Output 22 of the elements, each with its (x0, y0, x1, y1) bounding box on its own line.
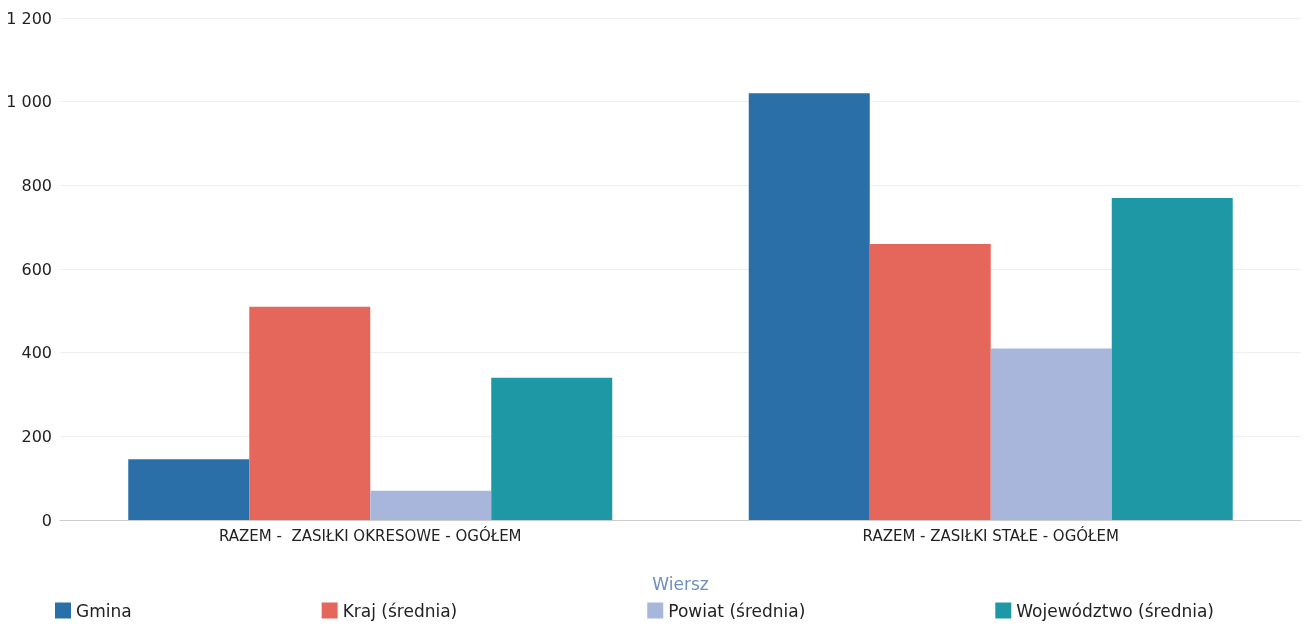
y-tick-label: 1 000 (6, 92, 52, 112)
bar (748, 93, 870, 520)
y-tick-label: 0 (41, 510, 52, 530)
bar (249, 306, 371, 520)
x-axis-title: Wiersz (652, 573, 709, 594)
y-tick-label: 200 (21, 426, 52, 446)
bar (869, 243, 991, 520)
y-tick-label: 1 200 (6, 8, 52, 28)
bar (1111, 197, 1233, 520)
legend-label: Powiat (średnia) (668, 600, 806, 621)
x-tick-label: RAZEM - ZASIŁKI OKRESOWE - OGÓŁEM (218, 525, 522, 545)
y-tick-label: 600 (21, 259, 52, 279)
bar (491, 377, 613, 520)
y-tick-label: 400 (21, 343, 52, 363)
y-tick-label: 800 (21, 175, 52, 195)
legend-label: Województwo (średnia) (1016, 600, 1214, 621)
legend-label: Kraj (średnia) (342, 600, 458, 621)
legend-label: Gmina (76, 600, 132, 621)
bar (370, 490, 492, 520)
bar (990, 348, 1112, 520)
bar (128, 459, 250, 520)
x-tick-label: RAZEM - ZASIŁKI STAŁE - OGÓŁEM (862, 525, 1119, 545)
